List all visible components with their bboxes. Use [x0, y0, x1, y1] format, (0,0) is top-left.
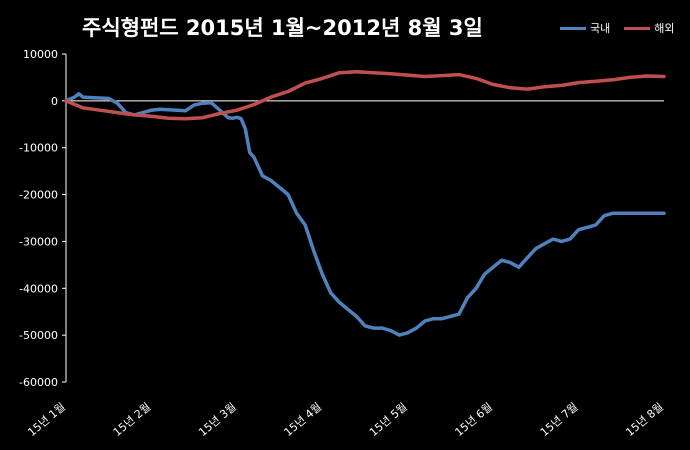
legend-item-domestic: 국내 [560, 20, 610, 36]
legend-swatch-overseas [624, 26, 651, 30]
legend-label-domestic: 국내 [590, 22, 611, 35]
series-line-domestic [64, 92, 666, 337]
y-tick-label: -60000 [19, 376, 58, 389]
y-tick-label: 0 [51, 95, 58, 108]
chart-legend: 국내 해외 [560, 20, 689, 36]
series-layer [64, 70, 666, 337]
series-line-overseas [64, 70, 666, 121]
legend-item-overseas: 해외 [624, 20, 675, 36]
y-tick-label: -30000 [19, 235, 58, 248]
y-tick-label: -20000 [19, 189, 58, 202]
y-tick-label: -50000 [19, 329, 58, 342]
y-tick-label: -40000 [19, 282, 58, 295]
chart-title: 주식형펀드 2015년 1월~2012년 8월 3일 [82, 16, 483, 40]
legend-swatch-domestic [560, 26, 586, 30]
legend-label-overseas: 해외 [654, 22, 675, 35]
y-tick-label: -10000 [19, 142, 58, 155]
y-tick-label: 10000 [23, 48, 58, 61]
chart-axes [62, 53, 664, 383]
y-axis-tick-labels: 10000 0 -10000 -20000 -30000 -40000 -50000 -600… [19, 48, 58, 389]
